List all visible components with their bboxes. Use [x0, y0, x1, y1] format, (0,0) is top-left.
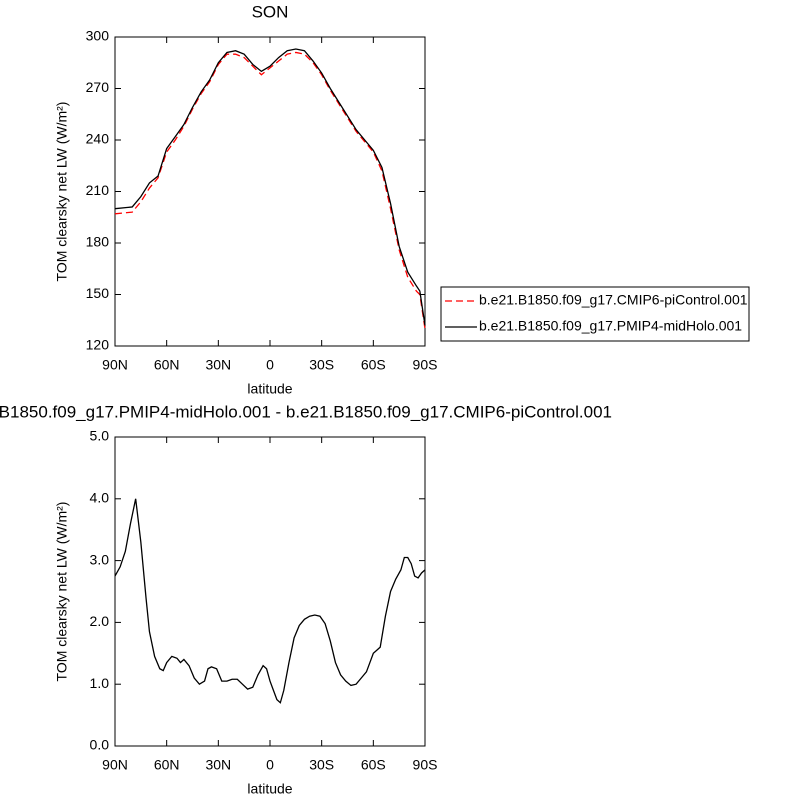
- data-line: [114, 498, 426, 704]
- y-tick-label: 2.0: [90, 613, 110, 629]
- x-tick-label: 90S: [413, 757, 438, 773]
- plot-frame: [114, 36, 426, 347]
- x-axis-label: latitude: [247, 381, 292, 397]
- y-axis-label: TOM clearsky net LW (W/m²): [54, 502, 70, 682]
- x-tick-label: 0: [266, 357, 274, 373]
- x-tick-label: 60N: [154, 357, 180, 373]
- legend-box: [440, 286, 750, 342]
- x-tick-label: 0: [266, 757, 274, 773]
- data-line: [114, 51, 426, 329]
- x-tick-label: 30S: [309, 757, 334, 773]
- y-tick-label: 1.0: [90, 675, 110, 691]
- y-axis-label: TOM clearsky net LW (W/m²): [54, 102, 70, 282]
- y-tick-label: 120: [86, 337, 110, 353]
- x-tick-label: 30S: [309, 357, 334, 373]
- y-tick-label: 300: [86, 28, 110, 44]
- y-tick-label: 3.0: [90, 551, 110, 567]
- x-tick-label: 30N: [205, 357, 231, 373]
- x-tick-label: 90S: [413, 357, 438, 373]
- legend-label: b.e21.B1850.f09_g17.PMIP4-midHolo.001: [479, 318, 742, 334]
- y-tick-label: 150: [86, 285, 110, 301]
- legend-label: b.e21.B1850.f09_g17.CMIP6-piControl.001: [479, 292, 748, 308]
- x-tick-label: 90N: [102, 357, 128, 373]
- y-tick-label: 240: [86, 131, 110, 147]
- y-tick-label: 210: [86, 182, 110, 198]
- y-tick-label: 180: [86, 234, 110, 250]
- chart-title: SON: [252, 2, 289, 21]
- x-tick-label: 30N: [205, 757, 231, 773]
- chart-title: b.e21.B1850.f09_g17.PMIP4-midHolo.001 - …: [0, 402, 612, 421]
- x-tick-label: 60S: [361, 757, 386, 773]
- plot-frame: [114, 436, 426, 747]
- data-line: [114, 48, 426, 326]
- y-tick-label: 0.0: [90, 737, 110, 753]
- x-tick-label: 60S: [361, 357, 386, 373]
- y-tick-label: 5.0: [90, 428, 110, 444]
- x-tick-label: 90N: [102, 757, 128, 773]
- y-tick-label: 270: [86, 79, 110, 95]
- x-tick-label: 60N: [154, 757, 180, 773]
- x-axis-label: latitude: [247, 781, 292, 797]
- y-tick-label: 4.0: [90, 490, 110, 506]
